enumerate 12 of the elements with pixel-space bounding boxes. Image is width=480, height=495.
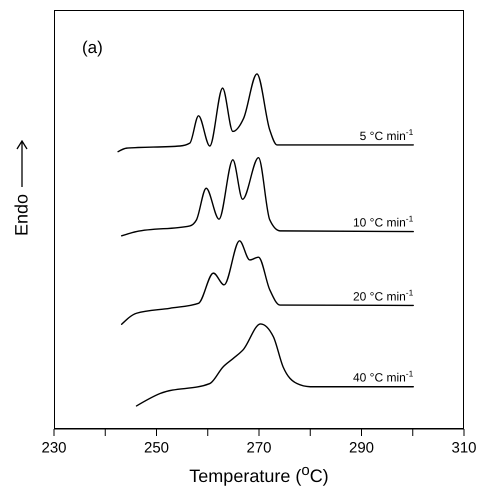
text: (a)	[82, 38, 103, 58]
x-tick-label: 230	[41, 440, 67, 457]
series-label: 10 °C min$^{-1}$	[352, 214, 414, 230]
x-tick-label: 290	[348, 440, 374, 457]
y-axis-title: Endo	[12, 194, 32, 236]
series-label: 20 °C min$^{-1}$	[352, 287, 414, 304]
x-tick-label: 310	[451, 440, 477, 457]
series-label: 40 °C min$^{-1}$	[352, 368, 414, 385]
x-tick-label: 270	[246, 440, 272, 457]
x-tick-label: 250	[144, 440, 170, 457]
x-axis-title: Temperature ($^{o}$C)	[188, 462, 330, 487]
series-label: 5 °C min$^{-1}$	[360, 126, 414, 143]
